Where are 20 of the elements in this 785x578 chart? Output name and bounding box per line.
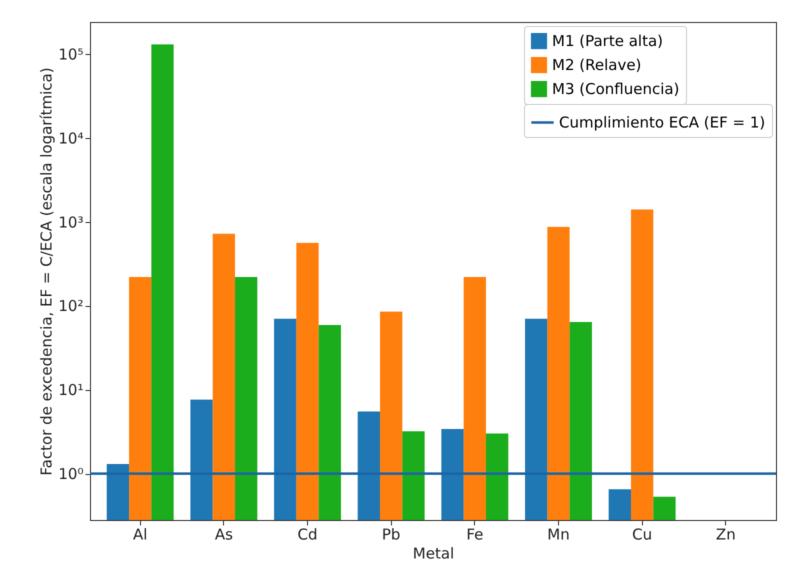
legend-label: M2 (Relave) bbox=[552, 56, 642, 74]
y-tick-label: 10⁵ bbox=[58, 45, 84, 64]
x-axis-title: Metal bbox=[412, 544, 454, 562]
y-tick-label: 10³ bbox=[58, 213, 84, 232]
y-tick-label: 10¹ bbox=[58, 381, 84, 400]
y-tick-label: 10⁴ bbox=[58, 129, 84, 148]
y-axis-title: Factor de excedencia, EF = C/ECA (escala logarítmica) bbox=[37, 67, 56, 476]
legend-label: M1 (Parte alta) bbox=[552, 32, 663, 50]
x-tick-label: Cu bbox=[632, 526, 652, 544]
x-tick-label: Pb bbox=[382, 526, 400, 544]
x-tick-label: As bbox=[214, 526, 234, 544]
y-tick-label: 10² bbox=[58, 297, 84, 316]
legend-label: Cumplimiento ECA (EF = 1) bbox=[559, 114, 766, 132]
x-tick-label: Cd bbox=[298, 526, 318, 544]
y-tick-label: 10⁰ bbox=[58, 465, 84, 484]
x-tick-label: Mn bbox=[547, 526, 570, 544]
x-tick-label: Fe bbox=[466, 526, 484, 544]
x-tick-label: Al bbox=[132, 526, 148, 544]
legend-label: M3 (Confluencia) bbox=[552, 80, 680, 98]
x-tick-label: Zn bbox=[716, 526, 736, 544]
